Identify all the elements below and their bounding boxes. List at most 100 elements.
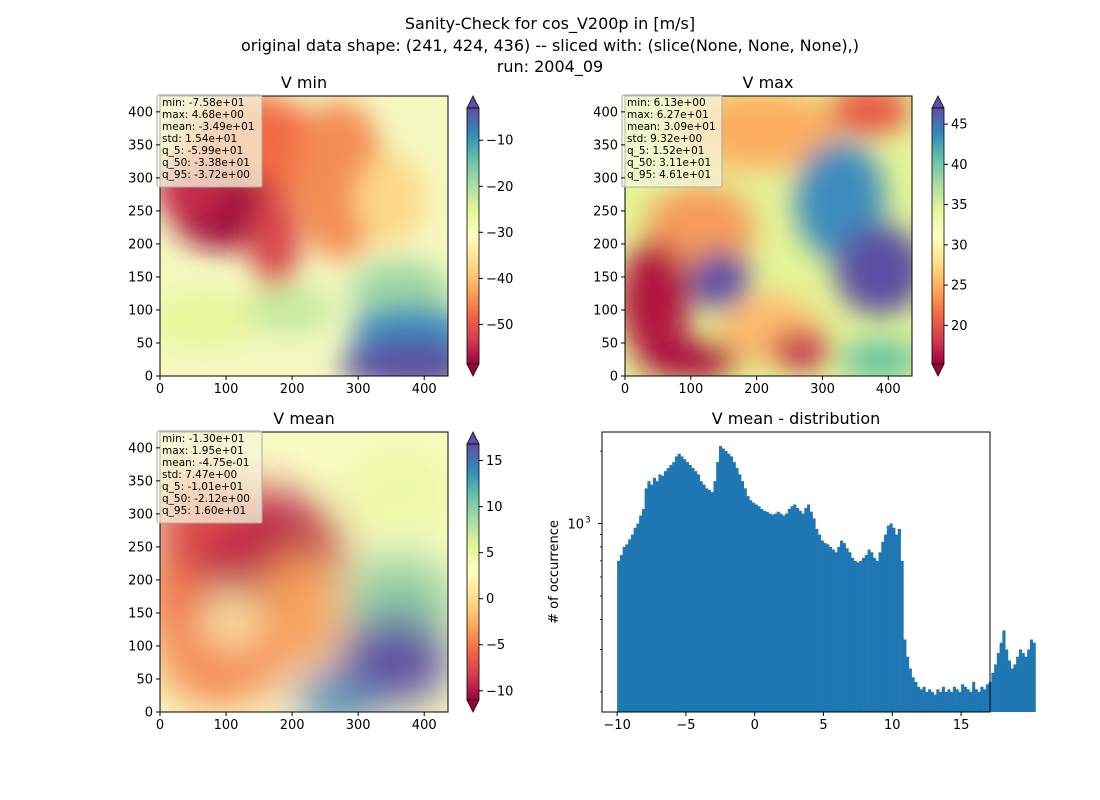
histogram-bar [908,668,912,712]
y-tick-label: 10 [567,518,584,533]
histogram-bar [1029,639,1033,712]
histogram-bar [818,534,822,712]
y-tick-label: 50 [136,672,153,687]
histogram-bar [630,534,634,712]
histogram-bar [977,691,981,712]
histogram-bar [972,681,976,712]
stat-q5: q_5: -5.99e+01 [162,145,243,157]
histogram-bar [807,504,811,712]
histogram-bar [1018,649,1022,712]
colorbar-body [466,443,480,701]
x-tick-label: 300 [810,382,835,397]
stat-max: max: 6.27e+01 [627,109,709,121]
stats-box: min: -7.58e+01 max: 4.68e+00 mean: -3.49… [156,94,263,188]
histogram-bar [735,468,739,712]
colorbar-ticks: 15 10 5 0 −5 −10 [479,454,513,699]
histogram-bar [826,544,830,712]
histogram-bar [870,552,874,712]
histogram-bar [776,511,780,712]
panel-title: V max [743,73,794,92]
y-tick-label: 400 [593,105,618,120]
histogram-bar [674,456,679,712]
histogram-bar [917,686,921,712]
y-tick-label: 100 [128,639,153,654]
colorbar-tick-label: 10 [486,500,503,515]
colorbar-tick-label: 45 [951,118,968,133]
histogram-bar [1007,660,1011,712]
panel-v-mean: V mean min: -1.30e+01 max: 1.95e+01 mean… [128,409,513,733]
colorbar-extend-top [466,95,480,109]
histogram-bar [856,562,860,712]
colorbar: 15 10 5 0 −5 −10 [466,431,513,713]
histogram-bar [983,689,987,712]
stat-max: max: 1.95e+01 [162,445,244,457]
histogram-bar [848,552,852,712]
histogram-bar [688,465,692,712]
histogram-bar [1002,630,1006,712]
stats-box: min: 6.13e+00 max: 6.27e+01 mean: 3.09e+… [621,94,723,188]
histogram-bar [823,543,827,712]
stat-std: std: 7.47e+00 [162,469,237,481]
histogram-bar [644,488,648,712]
histogram-bar [897,528,901,712]
histogram-bar [867,549,871,712]
colorbar-extend-bottom [931,363,945,377]
colorbar: 45 40 35 30 25 20 [931,95,968,377]
panel-title: V mean - distribution [712,409,881,428]
histogram-bar [842,543,846,712]
histogram-bar [1005,649,1009,712]
colorbar-tick-label: 5 [486,546,494,561]
y-tick-label: 350 [128,474,153,489]
histogram-bar [721,448,725,712]
histogram-bar [845,548,849,712]
stat-std: std: 9.32e+00 [627,133,702,145]
y-tick-label: 200 [593,237,618,252]
histogram-bar [718,445,723,712]
colorbar-tick-label: −10 [486,684,513,699]
histogram-bar [933,694,937,712]
y-tick-label: 50 [601,336,618,351]
histogram-bar [622,546,626,712]
histogram-bar [787,508,791,712]
colorbar-body [931,107,945,365]
histogram-bar [1010,668,1014,712]
y-tick-label: 350 [593,138,618,153]
panel-v-min: V min min: -7.58e+01 max: 4.68e+00 [128,73,513,397]
histogram-bar [809,511,813,712]
histogram-bar [996,653,1000,712]
histogram-bar [829,546,833,712]
histogram-bar [641,508,645,712]
histogram-bar [815,528,819,712]
heatmap-v-min [160,96,448,376]
histogram-bar [1013,664,1017,712]
histogram-bar [798,510,802,712]
histogram-bar [925,691,929,712]
colorbar-extend-bottom [466,363,480,377]
histogram-bar [974,689,978,712]
stat-max: max: 4.68e+00 [162,109,244,121]
histogram-bar [1032,642,1036,712]
histogram-bar [672,462,676,712]
histogram-bar [796,508,800,712]
y-tick-label: 400 [128,105,153,120]
colorbar-tick-label: 15 [486,454,503,469]
histogram-bar [1024,656,1028,712]
histogram-bar [677,453,681,712]
histogram-bar [873,557,877,712]
histogram-bar [727,453,731,712]
histogram-bar [969,691,973,712]
histogram-bar [724,451,728,712]
histogram-bar [961,684,965,712]
histogram-bar [952,686,956,712]
x-tick-label: 5 [819,718,827,733]
y-tick-label: 250 [593,204,618,219]
histogram-bars [617,445,1036,712]
histogram-bar [696,474,701,712]
histogram-bar [919,689,923,712]
histogram-bar [966,689,970,712]
histogram-bar [751,502,756,712]
y-tick-label: 200 [128,237,153,252]
stat-q5: q_5: -1.01e+01 [162,481,243,493]
histogram-bar [922,686,926,712]
colorbar-tick-label: −40 [486,272,513,287]
